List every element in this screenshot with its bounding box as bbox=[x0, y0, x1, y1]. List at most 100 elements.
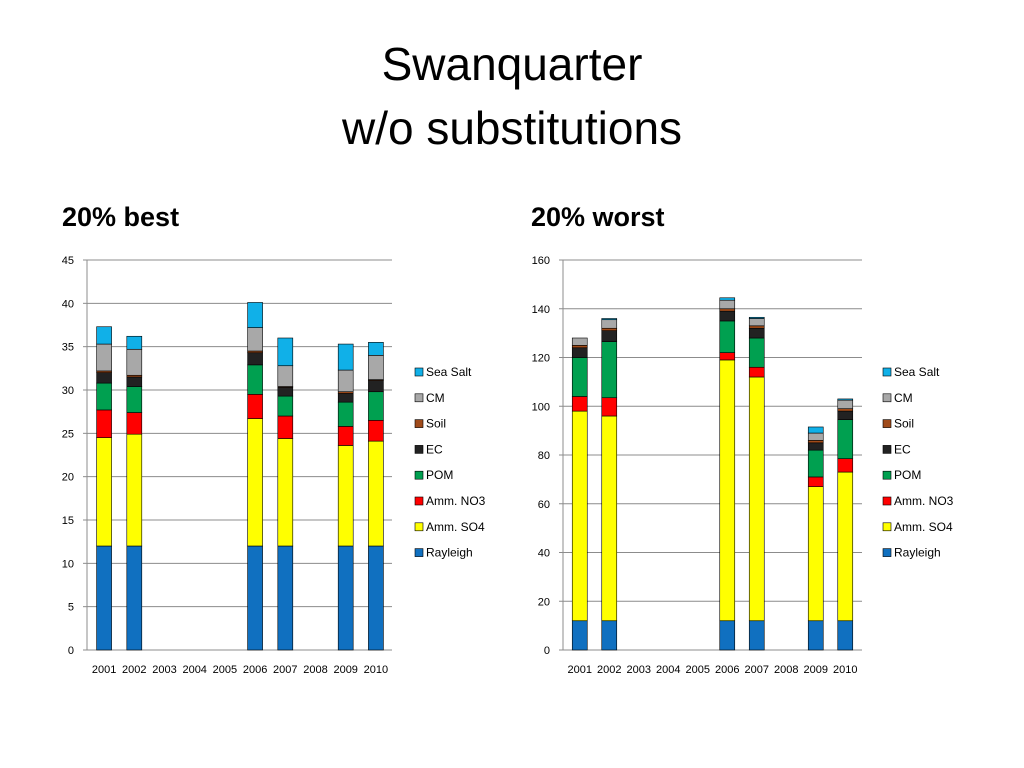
legend-label-1-amm-no3: Amm. NO3 bbox=[894, 494, 954, 508]
xtick-label-0-2005: 2005 bbox=[213, 664, 237, 676]
xtick-label-1-2009: 2009 bbox=[804, 664, 828, 676]
legend-label-0-ec: EC bbox=[426, 442, 443, 456]
bar-1-2001-rayleigh bbox=[571, 620, 588, 651]
legend-label-0-cm: CM bbox=[426, 391, 445, 405]
bar-0-2009-amm-no3 bbox=[337, 426, 354, 446]
bar-1-2001-cm bbox=[571, 337, 588, 346]
bar-1-2006-sea-salt bbox=[719, 297, 736, 301]
bar-0-2001-cm bbox=[96, 343, 112, 372]
bar-0-2002-amm-no3 bbox=[126, 412, 143, 435]
ytick-label-1-140: 140 bbox=[532, 304, 550, 316]
bar-0-2006-amm-so4 bbox=[247, 418, 263, 547]
bar-1-2006-rayleigh bbox=[719, 620, 736, 651]
bar-0-2006-rayleigh bbox=[247, 545, 263, 651]
bar-0-2009-pom bbox=[337, 401, 354, 427]
xtick-label-0-2001: 2001 bbox=[92, 664, 116, 676]
bar-0-2010-pom bbox=[368, 391, 384, 421]
legend-swatch-1-amm-so4 bbox=[882, 522, 892, 532]
xtick-label-1-2005: 2005 bbox=[686, 664, 710, 676]
page-title: Swanquarter w/o substitutions bbox=[0, 32, 1024, 160]
bar-0-2010-rayleigh bbox=[368, 545, 384, 651]
bar-1-2009-ec bbox=[807, 442, 824, 451]
ytick-label-1-40: 40 bbox=[538, 548, 550, 560]
bar-1-2002-amm-so4 bbox=[601, 415, 618, 622]
legend-swatch-0-rayleigh bbox=[414, 548, 424, 557]
bar-0-2006-pom bbox=[247, 364, 263, 395]
bar-0-2001-amm-so4 bbox=[96, 437, 112, 547]
bar-1-2001-soil bbox=[571, 345, 588, 349]
bar-1-2001-amm-no3 bbox=[571, 396, 588, 412]
legend-swatch-1-rayleigh bbox=[882, 548, 892, 557]
bar-0-2009-rayleigh bbox=[337, 545, 354, 651]
bar-1-2009-pom bbox=[807, 449, 824, 478]
legend-swatch-0-amm-no3 bbox=[414, 496, 424, 506]
bar-1-2002-soil bbox=[601, 327, 618, 331]
bar-1-2002-rayleigh bbox=[601, 620, 618, 651]
bar-1-2010-amm-so4 bbox=[837, 471, 854, 622]
legend-label-1-rayleigh: Rayleigh bbox=[894, 546, 941, 560]
chart-title-best: 20% best bbox=[62, 202, 180, 232]
xtick-label-1-2002: 2002 bbox=[597, 664, 621, 676]
xtick-label-0-2007: 2007 bbox=[273, 664, 297, 676]
legend-swatch-0-pom bbox=[414, 470, 424, 480]
bar-1-2007-rayleigh bbox=[748, 620, 765, 651]
ytick-label-1-160: 160 bbox=[532, 255, 550, 267]
ytick-label-1-20: 20 bbox=[538, 596, 550, 608]
legend-swatch-0-amm-so4 bbox=[414, 522, 424, 532]
bar-0-2009-amm-so4 bbox=[337, 445, 354, 547]
title-line-2: w/o substitutions bbox=[341, 102, 683, 154]
xtick-label-1-2006: 2006 bbox=[715, 664, 739, 676]
legend-label-0-rayleigh: Rayleigh bbox=[426, 546, 473, 560]
legend-swatch-1-ec bbox=[882, 445, 892, 454]
bar-0-2007-amm-no3 bbox=[277, 415, 294, 439]
bar-1-2007-ec bbox=[748, 327, 765, 339]
legend-label-1-sea-salt: Sea Salt bbox=[894, 365, 940, 379]
bar-0-2002-amm-so4 bbox=[126, 433, 143, 547]
bar-0-2006-cm bbox=[247, 327, 263, 352]
bar-1-2006-amm-no3 bbox=[719, 352, 736, 361]
xtick-label-1-2008: 2008 bbox=[774, 664, 798, 676]
xtick-label-1-2007: 2007 bbox=[745, 664, 769, 676]
ytick-label-0-30: 30 bbox=[62, 385, 74, 397]
bar-1-2007-cm bbox=[748, 318, 765, 327]
legend-swatch-0-sea-salt bbox=[414, 367, 424, 377]
xtick-label-1-2004: 2004 bbox=[656, 664, 680, 676]
ytick-label-0-35: 35 bbox=[62, 342, 74, 354]
xtick-label-1-2010: 2010 bbox=[833, 664, 857, 676]
bar-0-2007-sea-salt bbox=[277, 337, 294, 367]
bar-1-2001-amm-so4 bbox=[571, 410, 588, 622]
legend-label-1-amm-so4: Amm. SO4 bbox=[894, 520, 953, 534]
bar-1-2009-sea-salt bbox=[807, 426, 824, 434]
bar-0-2010-amm-no3 bbox=[368, 420, 384, 442]
bar-1-2007-amm-no3 bbox=[748, 366, 765, 378]
legend-swatch-1-amm-no3 bbox=[882, 496, 892, 506]
bar-1-2002-pom bbox=[601, 341, 618, 399]
bar-1-2001-ec bbox=[571, 347, 588, 358]
xtick-label-0-2002: 2002 bbox=[122, 664, 146, 676]
legend-label-0-sea-salt: Sea Salt bbox=[426, 365, 472, 379]
bar-0-2010-amm-so4 bbox=[368, 440, 384, 547]
bar-1-2006-amm-so4 bbox=[719, 359, 736, 622]
ytick-label-0-20: 20 bbox=[62, 472, 74, 484]
legend-label-0-amm-so4: Amm. SO4 bbox=[426, 520, 485, 534]
ytick-label-1-80: 80 bbox=[538, 450, 550, 462]
ytick-label-0-25: 25 bbox=[62, 428, 74, 440]
bar-0-2002-rayleigh bbox=[126, 545, 143, 651]
bar-1-2007-amm-so4 bbox=[748, 376, 765, 622]
bar-0-2007-pom bbox=[277, 395, 294, 417]
legend-swatch-1-soil bbox=[882, 419, 892, 428]
legend-swatch-1-cm bbox=[882, 393, 892, 403]
xtick-label-0-2004: 2004 bbox=[182, 664, 206, 676]
bar-1-2010-soil bbox=[837, 408, 854, 412]
bar-0-2010-sea-salt bbox=[368, 342, 384, 356]
ytick-label-1-0: 0 bbox=[544, 645, 550, 657]
bar-1-2010-pom bbox=[837, 419, 854, 459]
xtick-label-0-2006: 2006 bbox=[243, 664, 267, 676]
bar-0-2007-amm-so4 bbox=[277, 438, 294, 547]
bar-0-2001-amm-no3 bbox=[96, 409, 112, 438]
bar-1-2009-amm-so4 bbox=[807, 486, 824, 622]
bar-1-2010-cm bbox=[837, 399, 854, 409]
bar-0-2001-sea-salt bbox=[96, 326, 112, 345]
xtick-label-0-2003: 2003 bbox=[152, 664, 176, 676]
